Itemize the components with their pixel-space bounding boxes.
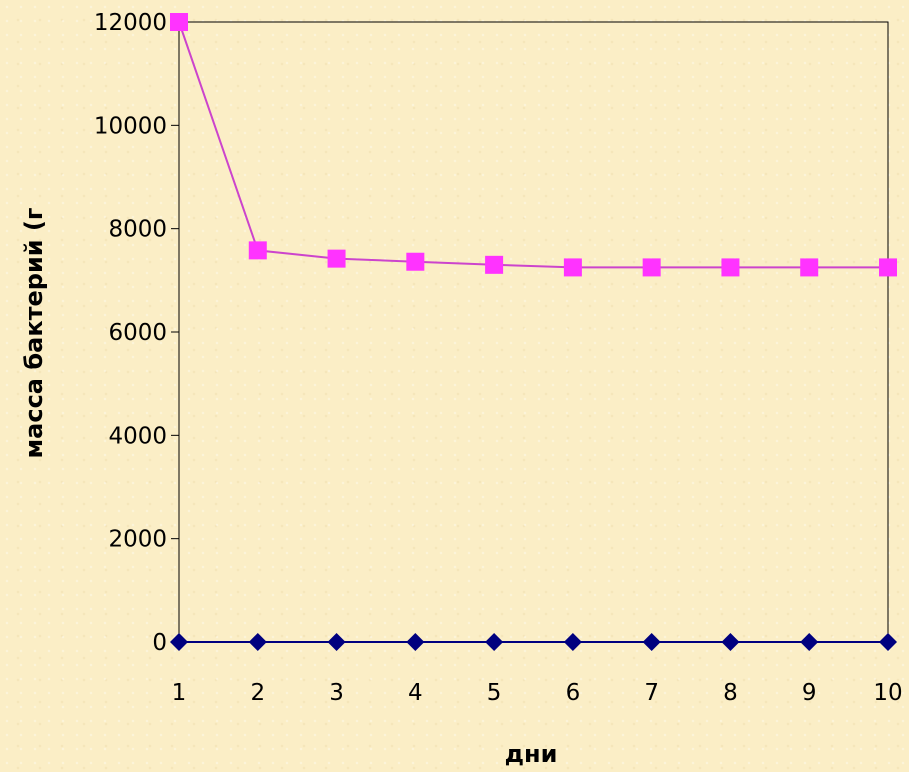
y-tick-label: 2000 xyxy=(108,527,167,553)
series-1-point xyxy=(327,249,346,268)
series-2 xyxy=(170,633,897,651)
series-1-point xyxy=(642,258,661,277)
series-1-point xyxy=(170,13,188,31)
x-tick-label: 1 xyxy=(172,680,187,706)
series-layer xyxy=(170,13,897,651)
series-2-point xyxy=(406,633,425,651)
y-tick-label: 6000 xyxy=(108,320,167,346)
series-1-point xyxy=(879,258,897,277)
y-tick-label: 4000 xyxy=(108,423,167,449)
series-1 xyxy=(170,13,897,277)
series-2-point xyxy=(485,633,504,651)
x-tick-label: 5 xyxy=(487,680,502,706)
series-1-point xyxy=(800,258,819,277)
x-tick-label: 10 xyxy=(873,680,902,706)
series-2-point xyxy=(327,633,346,651)
x-tick-label: 8 xyxy=(723,680,738,706)
x-tick-label: 9 xyxy=(802,680,817,706)
x-axis-title: дни xyxy=(505,740,558,768)
series-1-point xyxy=(248,241,267,260)
x-axis-ticks: 1 2 3 4 5 6 7 8 9 10 xyxy=(172,642,903,706)
x-tick-label: 4 xyxy=(408,680,423,706)
x-tick-label: 6 xyxy=(566,680,581,706)
series-2-point xyxy=(800,633,819,651)
y-tick-label: 12000 xyxy=(94,10,167,36)
series-2-point xyxy=(721,633,740,651)
series-1-point xyxy=(563,258,582,277)
series-1-point xyxy=(406,252,425,271)
series-2-point xyxy=(563,633,582,651)
x-tick-label: 7 xyxy=(644,680,659,706)
y-tick-label: 10000 xyxy=(94,113,167,139)
y-tick-label: 8000 xyxy=(108,217,167,243)
plot-border xyxy=(178,21,889,643)
x-tick-label: 2 xyxy=(250,680,265,706)
series-1-line xyxy=(178,21,888,269)
series-2-point xyxy=(642,633,661,651)
series-1-point xyxy=(485,255,504,274)
x-tick-label: 3 xyxy=(329,680,344,706)
y-axis-title: масса бактерий (г xyxy=(20,208,48,459)
series-2-point xyxy=(248,633,267,651)
y-tick-label: 0 xyxy=(152,630,167,656)
y-axis-ticks: 0 2000 4000 6000 8000 10000 12000 xyxy=(94,10,179,656)
series-1-point xyxy=(721,258,740,277)
series-2-point xyxy=(879,633,897,651)
plot-area xyxy=(178,21,889,643)
series-2-point xyxy=(170,633,188,651)
